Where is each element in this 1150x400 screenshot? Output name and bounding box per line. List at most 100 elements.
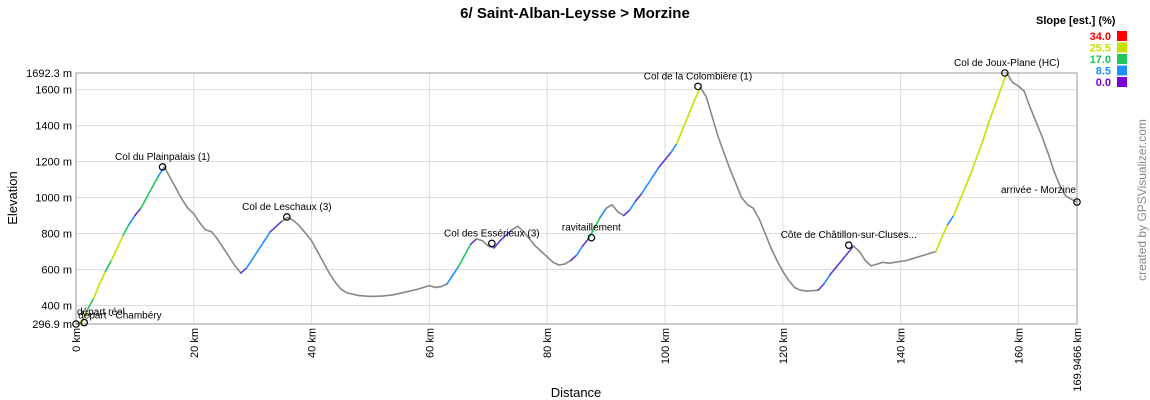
elevation-segment	[452, 265, 460, 276]
elevation-segment	[946, 214, 955, 226]
elevation-segment	[764, 232, 772, 249]
elevation-segment	[228, 256, 236, 267]
elevation-segment	[976, 139, 984, 157]
elevation-segment	[287, 216, 295, 222]
elevation-segment	[299, 225, 307, 235]
elevation-segment	[593, 216, 602, 229]
elevation-segment	[770, 247, 778, 262]
elevation-segment	[251, 248, 260, 260]
elevation-segment	[687, 99, 696, 116]
elevation-segment	[569, 254, 578, 262]
elevation-segment	[446, 274, 454, 285]
elevation-segment	[823, 274, 831, 285]
elevation-segment	[246, 257, 254, 269]
y-tick-label: 1000 m	[35, 193, 72, 205]
waypoint-label: Col de Leschaux (3)	[242, 202, 332, 213]
elevation-segment	[110, 247, 119, 262]
elevation-segment	[705, 95, 713, 118]
legend-swatch	[1117, 42, 1127, 53]
elevation-segment	[899, 259, 908, 263]
y-max-label: 1692.3 m	[26, 68, 72, 80]
elevation-segment	[817, 283, 825, 291]
chart-title: 6/ Saint-Alban-Leysse > Morzine	[460, 5, 690, 22]
waypoint-label: ravitaillement	[562, 223, 621, 234]
elevation-segment	[528, 238, 537, 247]
elevation-segment	[275, 220, 283, 228]
elevation-segment	[469, 238, 478, 246]
elevation-segment	[888, 261, 896, 264]
elevation-segment	[552, 261, 560, 266]
elevation-segment	[499, 234, 507, 242]
x-tick-label: 100 km	[660, 328, 672, 364]
elevation-segment	[458, 254, 466, 267]
y-tick-label: 400 m	[41, 300, 72, 312]
y-tick-label: 1400 m	[35, 121, 72, 133]
elevation-segment	[381, 293, 395, 297]
elevation-segment	[634, 193, 643, 202]
elevation-segment	[139, 196, 148, 210]
elevation-segment	[734, 182, 743, 199]
legend-swatch	[1117, 77, 1127, 87]
elevation-segment	[911, 256, 920, 260]
elevation-segment	[540, 250, 549, 258]
elevation-segment	[293, 220, 301, 228]
elevation-segment	[558, 263, 566, 266]
elevation-segment	[746, 203, 755, 210]
elevation-segment	[222, 247, 230, 258]
elevation-segment	[92, 283, 101, 300]
y-min-label: 296.9 m	[32, 319, 72, 331]
elevation-segment	[723, 151, 731, 170]
elevation-segment	[516, 225, 525, 233]
elevation-segment	[858, 250, 867, 262]
elevation-segment	[575, 245, 584, 256]
elevation-segment	[257, 239, 266, 251]
elevation-segment	[811, 289, 819, 292]
elevation-segment	[393, 291, 407, 296]
elevation-segment	[263, 230, 272, 242]
x-end-label: 169.9466 km	[1072, 328, 1084, 392]
elevation-segment	[935, 236, 943, 253]
elevation-segment	[640, 184, 649, 195]
x-tick-label: 120 km	[778, 328, 790, 364]
x-axis-label: Distance	[551, 385, 602, 400]
elevation-segment	[81, 308, 89, 324]
elevation-segment	[269, 225, 278, 233]
elevation-segment	[334, 281, 342, 291]
elevation-segment	[1041, 135, 1049, 154]
elevation-segment	[104, 259, 113, 273]
elevation-segment	[782, 270, 790, 282]
elevation-segment	[970, 155, 978, 174]
waypoint-marker	[844, 241, 853, 249]
x-tick-label: 160 km	[1013, 328, 1025, 364]
elevation-segment	[994, 88, 1002, 107]
elevation-segment	[116, 234, 124, 249]
elevation-segment	[428, 284, 437, 289]
legend-value: 0.0	[1096, 77, 1111, 89]
elevation-segment	[340, 288, 348, 294]
x-tick-label: 140 km	[896, 328, 908, 364]
elevation-segment	[234, 265, 242, 274]
legend-value: 17.0	[1090, 54, 1111, 66]
elevation-segment	[122, 223, 130, 237]
elevation-segment	[581, 238, 590, 247]
elevation-segment	[157, 166, 166, 177]
elevation-segment	[328, 272, 336, 283]
waypoint-label: arrivée - Morzine	[1001, 185, 1076, 196]
waypoint-marker	[80, 318, 89, 327]
elevation-segment	[193, 212, 201, 224]
x-tick-label: 20 km	[189, 328, 201, 358]
elevation-segment	[776, 259, 784, 273]
elevation-segment	[475, 238, 484, 242]
elevation-segment	[905, 257, 914, 262]
waypoint-label: Col de la Colombière (1)	[644, 71, 752, 82]
elevation-segment	[240, 266, 248, 274]
elevation-segment	[169, 176, 177, 190]
elevation-segment	[416, 284, 431, 291]
elevation-segment	[846, 245, 855, 255]
elevation-segment	[752, 207, 761, 220]
elevation-segment	[829, 266, 837, 276]
elevation-segment	[128, 214, 136, 226]
elevation-segment	[1047, 151, 1055, 172]
elevation-segment	[1052, 169, 1061, 186]
